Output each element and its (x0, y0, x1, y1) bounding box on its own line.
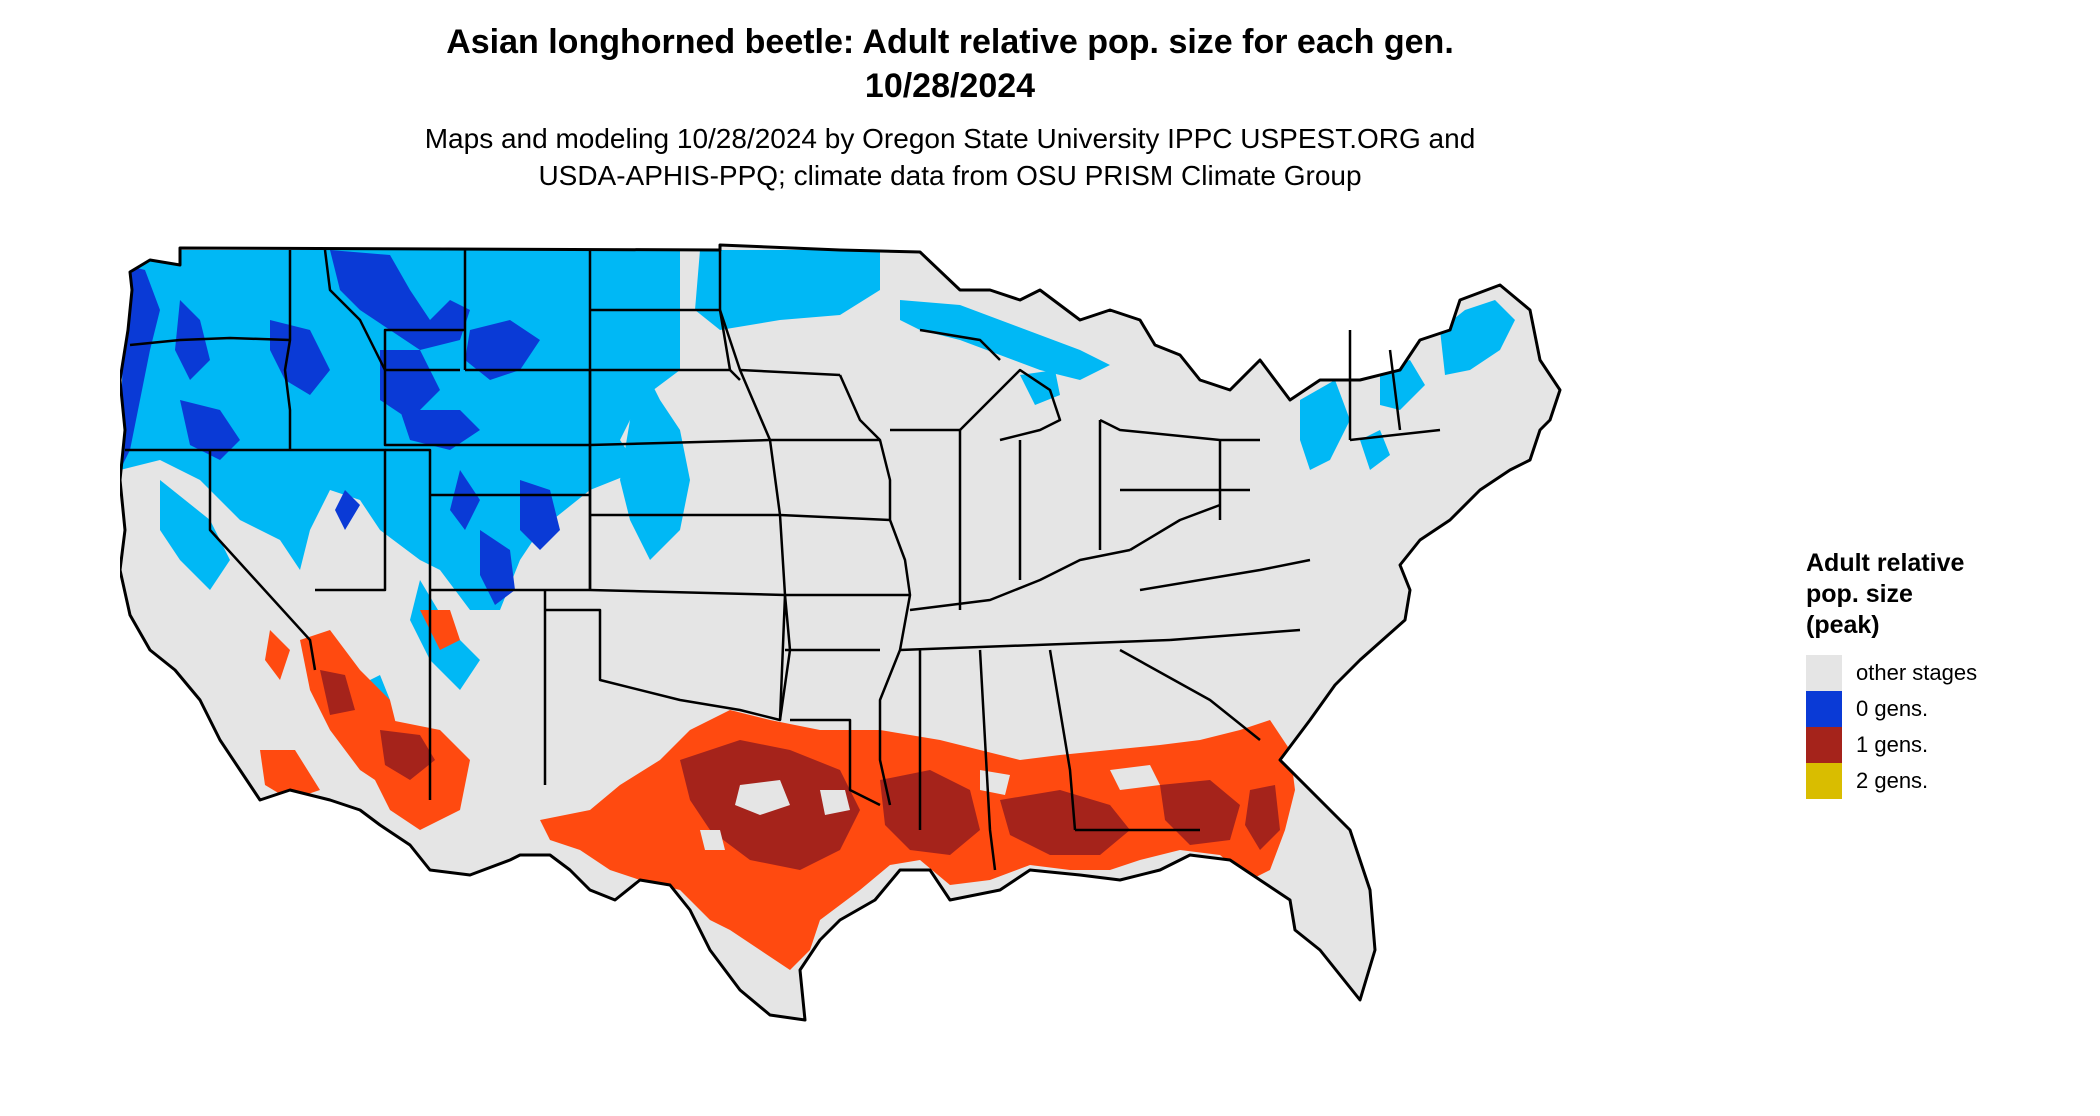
legend-item-other-stages: other stages (1806, 655, 2086, 691)
legend-item-1-gens: 1 gens. (1806, 727, 2086, 763)
legend-title-line-3: (peak) (1806, 611, 1880, 639)
legend-label: other stages (1856, 660, 1978, 685)
legend-label: 2 gens. (1856, 768, 1929, 793)
title-block: Asian longhorned beetle: Adult relative … (0, 20, 1900, 194)
legend-title: Adult relative pop. size (peak) (1806, 548, 2086, 641)
subtitle-line-2: USDA-APHIS-PPQ; climate data from OSU PR… (538, 160, 1362, 191)
legend-item-0-gens: 0 gens. (1806, 691, 2086, 727)
legend-swatch (1806, 763, 1842, 799)
legend-title-line-1: Adult relative (1806, 549, 1965, 577)
legend: Adult relative pop. size (peak) other st… (1806, 548, 2086, 799)
title-line-2: 10/28/2024 (864, 67, 1036, 105)
legend-swatch (1806, 727, 1842, 763)
legend-swatch (1806, 655, 1842, 691)
legend-swatch (1806, 691, 1842, 727)
state-borders (120, 243, 1562, 1022)
legend-item-2-gens: 2 gens. (1806, 763, 2086, 799)
legend-title-line-2: pop. size (1806, 580, 1913, 608)
map-title: Asian longhorned beetle: Adult relative … (0, 20, 1900, 108)
legend-label: 0 gens. (1856, 696, 1929, 721)
legend-label: 1 gens. (1856, 732, 1929, 757)
title-line-1: Asian longhorned beetle: Adult relative … (446, 23, 1454, 61)
gap-zones (700, 765, 1160, 850)
us-map (120, 243, 1562, 1022)
subtitle-line-1: Maps and modeling 10/28/2024 by Oregon S… (424, 123, 1476, 154)
map-subtitle: Maps and modeling 10/28/2024 by Oregon S… (0, 120, 1900, 194)
